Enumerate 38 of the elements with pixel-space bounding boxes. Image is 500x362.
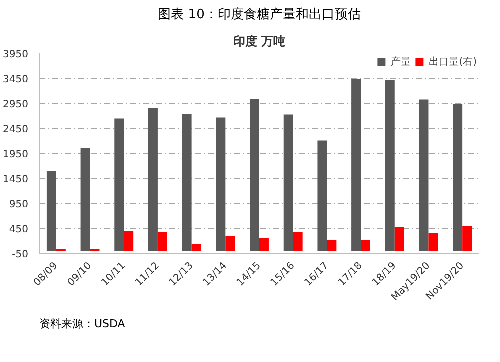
bar [250,99,260,251]
y-tick-label: 3950 [3,50,29,60]
bar [158,232,168,251]
bar [284,114,294,251]
bar [148,108,158,251]
bar [182,114,192,251]
y-tick-label: 950 [9,200,29,210]
y-tick-label: 1450 [3,174,29,186]
bar [327,240,337,251]
bar [419,100,429,251]
bar [80,148,90,251]
chart-title: 图表 10：印度食糖产量和出口预估 [158,6,361,22]
bar [394,227,404,251]
bar [428,233,438,251]
bar [46,171,56,251]
y-tick-label: 2950 [3,100,29,110]
y-tick-label: -50 [12,250,29,260]
text: 资料来源：USDA [40,318,126,330]
legend-label: 出口量(右) [429,56,477,69]
bar [124,231,134,251]
bar [192,244,202,251]
y-tick-label: 1950 [3,150,29,160]
bar [114,118,124,251]
bar [226,236,236,251]
bar [318,140,328,251]
legend-label: 产量 [391,56,412,69]
y-tick-label: 3450 [3,74,29,86]
bar [453,104,463,251]
y-tick-label: 2450 [3,124,29,136]
bar [293,232,303,251]
y-tick-label: 450 [9,224,29,236]
bar [361,240,371,251]
bar [216,118,226,251]
bar [462,226,472,251]
chart-subtitle: 印度 万吨 [233,34,286,48]
bar [260,238,269,251]
bar [385,80,395,251]
bar [352,79,362,251]
